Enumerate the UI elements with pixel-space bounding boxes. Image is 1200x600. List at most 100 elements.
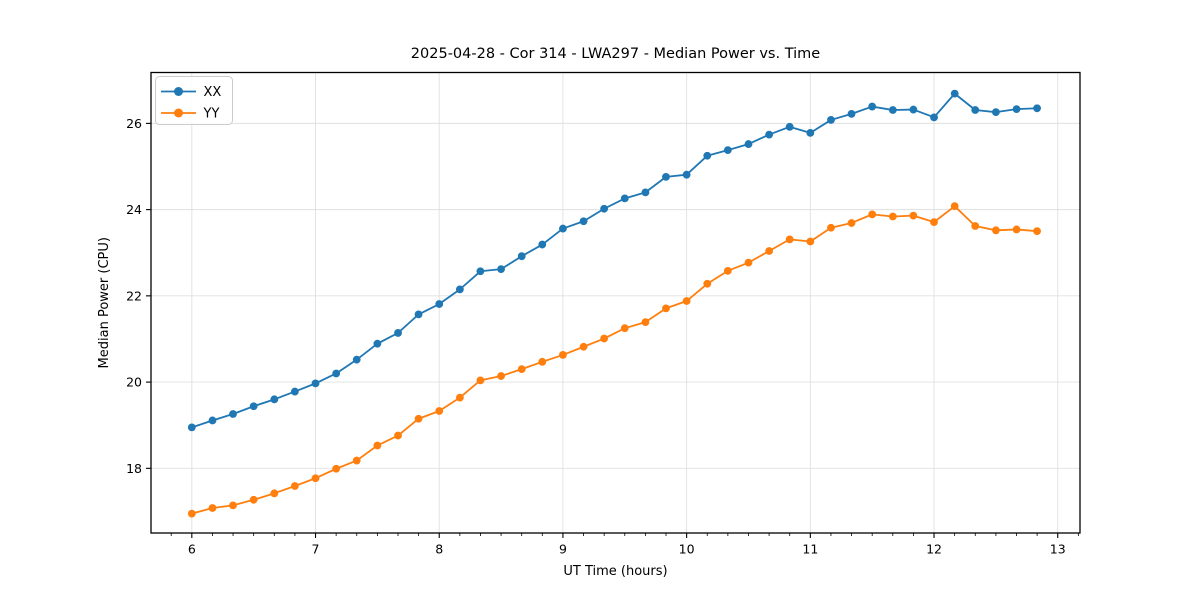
series-marker-yy	[765, 247, 774, 255]
series-marker-yy	[806, 237, 815, 246]
series-marker-yy	[497, 372, 505, 380]
series-marker-xx	[930, 113, 938, 122]
series-marker-yy	[909, 211, 918, 220]
series-marker-xx	[765, 130, 774, 139]
series-marker-xx	[703, 151, 712, 160]
plot-border	[150, 71, 1081, 534]
series-marker-yy	[270, 489, 279, 498]
series-marker-yy	[373, 441, 382, 450]
series-marker-xx	[538, 240, 547, 249]
series-marker-xx	[290, 387, 299, 396]
series-marker-yy	[744, 258, 753, 267]
series-marker-yy	[435, 407, 444, 415]
series-marker-yy	[290, 482, 299, 490]
series-marker-yy	[579, 342, 588, 351]
legend-label-xx: XX	[204, 85, 222, 100]
series-marker-xx	[270, 395, 279, 404]
x-tick-label: 8	[435, 542, 443, 557]
series-layer	[187, 89, 1041, 518]
series-marker-xx	[971, 106, 980, 114]
series-marker-yy	[414, 414, 423, 423]
series-marker-xx	[311, 379, 320, 388]
series-marker-xx	[208, 416, 217, 425]
chart-title: 2025-04-28 - Cor 314 - LWA297 - Median P…	[411, 46, 820, 62]
series-marker-xx	[414, 310, 423, 319]
x-axis-label: UT Time (hours)	[563, 564, 667, 579]
series-marker-xx	[785, 122, 794, 131]
series-marker-yy	[888, 212, 897, 221]
series-marker-yy	[538, 357, 547, 366]
tick-layer: 6 7 8 9 10 11 12 13 18 20 22 24 26	[126, 116, 1079, 557]
series-marker-yy	[847, 219, 856, 227]
legend-label-yy: YY	[203, 107, 220, 122]
series-marker-xx	[579, 217, 588, 226]
series-line-xx	[190, 92, 1038, 429]
series-marker-yy	[187, 509, 196, 518]
series-marker-yy	[991, 226, 1000, 235]
series-marker-xx	[373, 339, 382, 348]
series-marker-xx	[187, 423, 196, 432]
y-tick-label: 20	[126, 375, 142, 390]
legend-marker-xx-icon	[174, 87, 183, 96]
x-tick-label: 13	[1050, 542, 1066, 557]
series-marker-xx	[723, 146, 732, 155]
series-marker-xx	[991, 108, 1000, 117]
series-marker-yy	[476, 376, 485, 385]
series-marker-xx	[888, 106, 897, 114]
series-marker-xx	[806, 128, 815, 137]
series-marker-yy	[703, 279, 712, 288]
series-marker-yy	[517, 365, 526, 374]
series-marker-xx	[600, 204, 609, 213]
series-marker-yy	[620, 324, 629, 333]
y-tick-label: 24	[126, 202, 142, 217]
series-marker-xx	[352, 355, 361, 364]
series-marker-yy	[394, 431, 402, 440]
series-marker-xx	[1012, 105, 1021, 114]
series-marker-yy	[1012, 225, 1021, 234]
y-tick-label: 22	[126, 288, 142, 303]
y-axis-label: Median Power (CPU)	[97, 237, 112, 368]
x-tick-label: 12	[926, 542, 942, 557]
series-marker-xx	[517, 252, 526, 261]
series-marker-xx	[662, 172, 670, 181]
legend-marker-yy-icon	[174, 108, 183, 118]
legend: XX YY	[155, 76, 233, 125]
series-marker-yy	[971, 222, 980, 230]
series-marker-xx	[455, 285, 464, 294]
series-marker-yy	[229, 501, 237, 510]
x-tick-label: 9	[559, 542, 567, 557]
series-marker-yy	[352, 456, 361, 465]
series-marker-yy	[930, 218, 938, 227]
series-marker-yy	[600, 334, 609, 343]
y-tick-label: 18	[126, 461, 142, 476]
series-marker-yy	[455, 393, 464, 402]
y-tick-label: 26	[126, 116, 142, 131]
series-marker-yy	[559, 351, 567, 359]
series-line-yy	[190, 205, 1038, 515]
grid-layer	[151, 72, 1080, 533]
series-marker-yy	[868, 210, 877, 219]
series-marker-xx	[682, 170, 691, 179]
series-marker-yy	[641, 318, 650, 327]
series-marker-yy	[827, 223, 835, 232]
series-marker-yy	[1033, 227, 1041, 236]
legend-box	[155, 76, 233, 125]
series-marker-yy	[662, 304, 670, 313]
series-marker-xx	[744, 140, 753, 148]
series-marker-yy	[682, 297, 691, 305]
series-marker-yy	[950, 202, 959, 211]
series-marker-yy	[723, 266, 732, 275]
series-marker-xx	[435, 300, 444, 308]
series-marker-xx	[249, 402, 258, 411]
series-marker-yy	[785, 235, 794, 244]
series-marker-xx	[476, 267, 485, 276]
series-marker-xx	[641, 188, 650, 197]
series-marker-xx	[332, 369, 341, 378]
series-marker-yy	[249, 495, 258, 504]
series-marker-xx	[229, 410, 237, 418]
series-marker-xx	[559, 224, 567, 233]
x-tick-label: 10	[679, 542, 695, 557]
series-marker-xx	[868, 102, 877, 111]
